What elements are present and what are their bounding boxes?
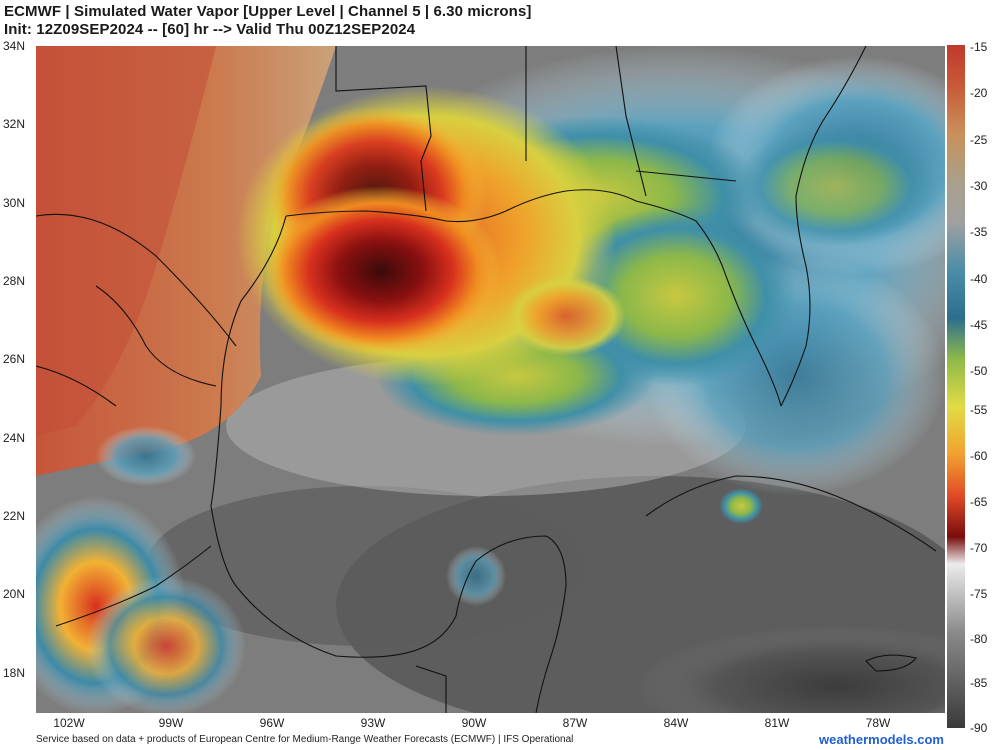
lat-label-28n: 28N	[3, 274, 26, 288]
lon-label-90w: 90W	[461, 716, 487, 730]
colorbar-label: -45	[970, 318, 988, 332]
colorbar-label: -30	[970, 179, 988, 193]
lat-label-32n: 32N	[3, 117, 26, 131]
title-line-2: Init: 12Z09SEP2024 -- [60] hr --> Valid …	[4, 21, 416, 38]
colorbar-label: -60	[970, 449, 988, 463]
lat-label-26n: 26N	[3, 352, 26, 366]
lon-label-99w: 99W	[158, 716, 184, 730]
colorbar-label: -40	[970, 272, 988, 286]
colorbar-label: -65	[970, 495, 988, 509]
title-line-1: ECMWF | Simulated Water Vapor [Upper Lev…	[4, 3, 532, 20]
lon-label-84w: 84W	[663, 716, 689, 730]
lon-label-102w: 102W	[53, 716, 85, 730]
colorbar-label: -80	[970, 632, 988, 646]
colorbar-label: -15	[970, 40, 988, 54]
map-title: ECMWF | Simulated Water Vapor [Upper Lev…	[4, 3, 531, 39]
lon-label-93w: 93W	[360, 716, 386, 730]
colorbar-label: -85	[970, 676, 988, 690]
lat-label-18n: 18N	[3, 666, 26, 680]
lon-label-96w: 96W	[259, 716, 285, 730]
data-credit: Service based on data + products of Euro…	[36, 734, 574, 745]
colorbar-label: -50	[970, 364, 988, 378]
colorbar-label: -55	[970, 403, 988, 417]
lon-label-78w: 78W	[865, 716, 891, 730]
lat-label-24n: 24N	[3, 431, 26, 445]
lon-label-81w: 81W	[764, 716, 790, 730]
colorbar	[947, 45, 965, 728]
colorbar-label: -25	[970, 133, 988, 147]
lat-label-22n: 22N	[3, 509, 26, 523]
lon-label-87w: 87W	[562, 716, 588, 730]
water-vapor-map	[36, 46, 945, 713]
colorbar-label: -20	[970, 86, 988, 100]
colorbar-label: -75	[970, 587, 988, 601]
lat-label-34n: 34N	[3, 39, 26, 53]
lat-label-20n: 20N	[3, 587, 26, 601]
brand-link[interactable]: weathermodels.com	[819, 732, 944, 747]
coastlines	[36, 46, 937, 713]
lat-label-30n: 30N	[3, 196, 26, 210]
colorbar-label: -90	[970, 721, 988, 735]
colorbar-label: -70	[970, 541, 988, 555]
colorbar-label: -35	[970, 225, 988, 239]
